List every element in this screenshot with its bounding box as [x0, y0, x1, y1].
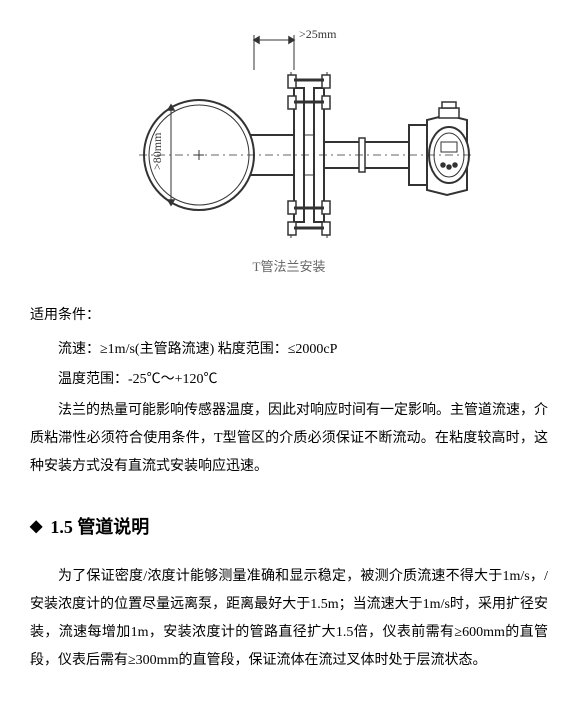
flange-diagram-svg: >25mm >80mm	[99, 20, 479, 250]
section-number: 1.5	[50, 511, 73, 543]
condition-line-2: 温度范围：-25℃～+120℃	[30, 367, 548, 392]
section-heading: ◆ 1.5 管道说明	[30, 511, 548, 543]
condition-line-1: 流速：≥1m/s(主管路流速) 粘度范围：≤2000cP	[30, 337, 548, 362]
conditions-title: 适用条件：	[30, 303, 548, 328]
paragraph-1: 法兰的热量可能影响传感器温度，因此对响应时间有一定影响。主管道流速，介质粘滞性必…	[30, 397, 548, 481]
paragraph-2: 为了保证密度/浓度计能够测量准确和显示稳定，被测介质流速不得大于1m/s，/安装…	[30, 563, 548, 675]
dim-top-text: >25mm	[299, 27, 337, 41]
diamond-icon: ◆	[30, 513, 42, 542]
section-title: 管道说明	[77, 511, 149, 543]
diagram-caption: T管法兰安装	[30, 255, 548, 278]
dim-left-text: >80mm	[150, 132, 164, 170]
diagram-container: >25mm >80mm	[30, 20, 548, 250]
